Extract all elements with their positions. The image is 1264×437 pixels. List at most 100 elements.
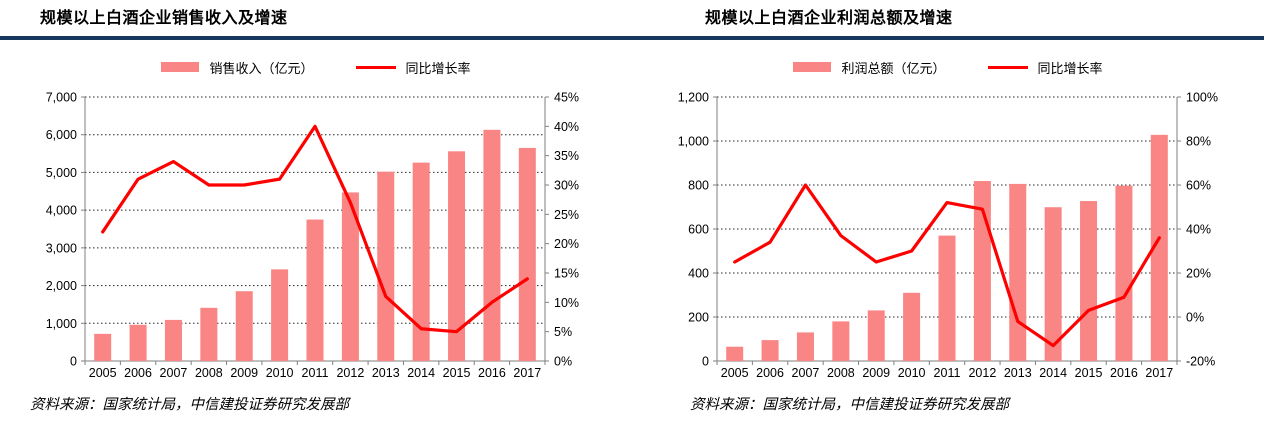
year-label: 2016	[1110, 366, 1138, 380]
growth-line	[733, 183, 1161, 348]
bar-series-label: 销售收入（亿元）	[209, 60, 314, 76]
left-axis-tick-label: 0	[70, 355, 77, 369]
line-series-label: 同比增长率	[1037, 60, 1103, 76]
year-label: 2007	[792, 366, 820, 380]
right-axis-tick-label: 0%	[554, 355, 572, 369]
revenue-chart-panel: 规模以上白酒企业销售收入及增速 销售收入（亿元） 同比增长率 7,000 6,00…	[0, 10, 632, 413]
left-axis-tick-label: 2,000	[46, 279, 77, 293]
right-axis-tick-label: 80%	[1186, 135, 1211, 149]
year-label: 2009	[862, 366, 890, 380]
bar	[235, 291, 253, 361]
bar	[448, 151, 466, 361]
right-axis-tick-label: -20%	[1186, 355, 1215, 369]
left-axis-tick-label: 600	[688, 223, 709, 237]
line-series-swatch	[987, 65, 1028, 69]
left-axis-tick-label: 7,000	[46, 91, 77, 105]
year-label: 2011	[302, 366, 329, 380]
year-label: 2015	[443, 366, 471, 380]
year-label: 2017	[1145, 366, 1173, 380]
bar	[1044, 207, 1062, 361]
year-label: 2015	[1075, 366, 1103, 380]
right-axis-tick-label: 60%	[1186, 179, 1211, 193]
revenue-chart-title: 规模以上白酒企业销售收入及增速	[40, 10, 288, 27]
bar	[377, 171, 395, 361]
bar	[796, 332, 814, 361]
growth-line	[101, 124, 529, 334]
left-axis-tick-label: 200	[688, 311, 709, 325]
year-label: 2012	[968, 366, 996, 380]
profit-chart-canvas: 1,200 1,000 800 600 400 200 0 100% 80% 60% 40% 20% 0…	[678, 91, 1218, 381]
bar	[1150, 134, 1168, 361]
year-label: 2013	[1004, 366, 1032, 380]
profit-chart-title: 规模以上白酒企业利润总额及增速	[705, 10, 953, 27]
right-axis-tick-label: 10%	[554, 296, 579, 310]
title-underline	[0, 36, 632, 40]
bar	[867, 310, 885, 361]
bar-series-label: 利润总额（亿元）	[841, 60, 946, 76]
left-axis-tick-label: 400	[688, 267, 709, 281]
year-label: 2010	[898, 366, 926, 380]
year-label: 2008	[195, 366, 223, 380]
bar	[271, 269, 289, 361]
right-axis-tick-label: 20%	[554, 237, 579, 251]
left-axis-tick-label: 0	[702, 355, 709, 369]
left-axis-tick-label: 4,000	[46, 204, 77, 218]
right-axis-tick-label: 20%	[1186, 267, 1211, 281]
bar	[483, 129, 501, 361]
left-axis-tick-label: 1,200	[678, 91, 709, 105]
right-axis-tick-label: 40%	[1186, 223, 1211, 237]
right-axis-tick-label: 35%	[554, 149, 579, 163]
bar	[1080, 201, 1098, 361]
year-label: 2010	[266, 366, 294, 380]
bar	[518, 147, 536, 361]
left-axis-tick-label: 1,000	[46, 317, 77, 331]
bar-series-swatch	[793, 62, 832, 72]
bar	[761, 340, 779, 361]
year-label: 2009	[230, 366, 258, 380]
left-axis-tick-label: 5,000	[46, 166, 77, 180]
year-label: 2005	[89, 366, 117, 380]
right-axis-tick-label: 25%	[554, 208, 579, 222]
left-axis-tick-label: 6,000	[46, 128, 77, 142]
left-axis-tick-label: 3,000	[46, 241, 77, 255]
year-label: 2014	[1039, 366, 1067, 380]
year-label: 2017	[513, 366, 541, 380]
bar	[341, 192, 359, 361]
right-axis-tick-label: 15%	[554, 267, 579, 281]
year-label: 2006	[124, 366, 152, 380]
right-axis-tick-label: 40%	[554, 120, 579, 134]
bar	[938, 235, 956, 361]
bar	[412, 162, 430, 361]
year-label: 2014	[407, 366, 435, 380]
year-label: 2012	[336, 366, 364, 380]
bar	[306, 219, 324, 361]
source-note: 资料来源：国家统计局，中信建投证券研究发展部	[30, 397, 349, 413]
source-note: 资料来源：国家统计局，中信建投证券研究发展部	[690, 397, 1009, 413]
year-label: 2011	[934, 366, 961, 380]
bar	[1115, 185, 1133, 361]
right-axis-tick-label: 100%	[1186, 91, 1218, 105]
year-label: 2016	[478, 366, 506, 380]
profit-chart-panel: 规模以上白酒企业利润总额及增速 利润总额（亿元） 同比增长率 1,200 1,00…	[632, 0, 1264, 437]
bar	[832, 321, 850, 361]
year-label: 2008	[827, 366, 855, 380]
right-axis-tick-label: 45%	[554, 91, 579, 105]
bar-series-swatch	[161, 62, 200, 72]
title-underline	[632, 36, 1264, 40]
right-axis-tick-label: 0%	[1186, 311, 1204, 325]
bar	[1009, 183, 1027, 361]
bar	[164, 319, 182, 361]
revenue-chart-legend: 销售收入（亿元） 同比增长率	[0, 57, 632, 77]
bar	[129, 324, 147, 361]
year-label: 2006	[756, 366, 784, 380]
profit-chart-legend: 利润总额（亿元） 同比增长率	[632, 57, 1264, 77]
bar	[726, 346, 744, 361]
left-axis-tick-label: 1,000	[678, 135, 709, 149]
year-label: 2005	[721, 366, 749, 380]
right-axis-tick-label: 5%	[554, 325, 572, 339]
bar	[903, 292, 921, 361]
line-series-swatch	[355, 65, 396, 69]
bar	[94, 333, 112, 361]
revenue-chart-canvas: 7,000 6,000 5,000 4,000 3,000 2,000 1,000 0 45% 4…	[46, 91, 579, 381]
left-axis-tick-label: 800	[688, 179, 709, 193]
